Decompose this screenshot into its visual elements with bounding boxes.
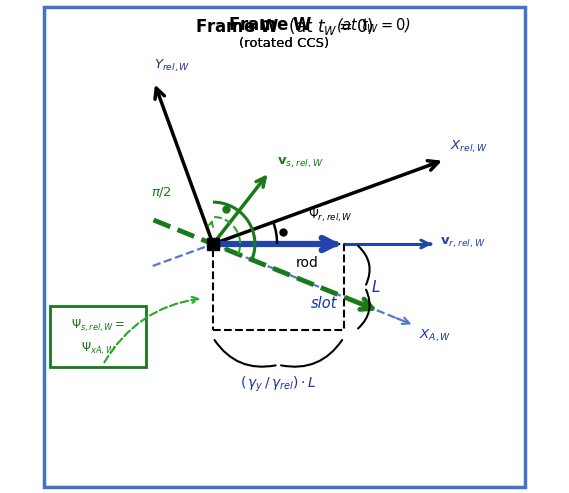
Text: $L$: $L$ (371, 279, 380, 295)
Text: slot: slot (311, 296, 337, 311)
Text: $\Psi_{xA,W}$: $\Psi_{xA,W}$ (81, 341, 116, 357)
Text: $\mathbf{Frame\ W}$: $\mathbf{Frame\ W}$ (228, 16, 312, 35)
Text: $\Psi_{r,rel,W}$: $\Psi_{r,rel,W}$ (308, 208, 353, 224)
Text: $Y_{rel,W}$: $Y_{rel,W}$ (154, 58, 191, 74)
Text: $(\, \gamma_y \,/\, \gamma_{rel}) \cdot L$: $(\, \gamma_y \,/\, \gamma_{rel}) \cdot … (240, 375, 316, 394)
Text: $X_{rel,W}$: $X_{rel,W}$ (450, 139, 488, 155)
Text: (rotated CCS): (rotated CCS) (240, 37, 329, 50)
Text: (at $t_W = 0$): (at $t_W = 0$) (336, 16, 411, 35)
Text: $\mathbf{Frame\ W}$  (at $t_W = 0$): $\mathbf{Frame\ W}$ (at $t_W = 0$) (195, 16, 374, 37)
Text: $\Psi_{s,rel,W} =$: $\Psi_{s,rel,W} =$ (71, 318, 126, 334)
Text: $X_{A,W}$: $X_{A,W}$ (419, 328, 451, 344)
Text: (rotated CCS): (rotated CCS) (240, 37, 329, 50)
Text: $\pi/2$: $\pi/2$ (151, 185, 172, 199)
Text: rod: rod (296, 256, 319, 270)
Bar (213, 244, 344, 330)
Text: $\mathbf{v}_{s,rel,W}$: $\mathbf{v}_{s,rel,W}$ (277, 155, 323, 170)
Text: $\mathbf{v}_{r,rel,W}$: $\mathbf{v}_{r,rel,W}$ (440, 236, 485, 250)
FancyBboxPatch shape (50, 306, 146, 367)
